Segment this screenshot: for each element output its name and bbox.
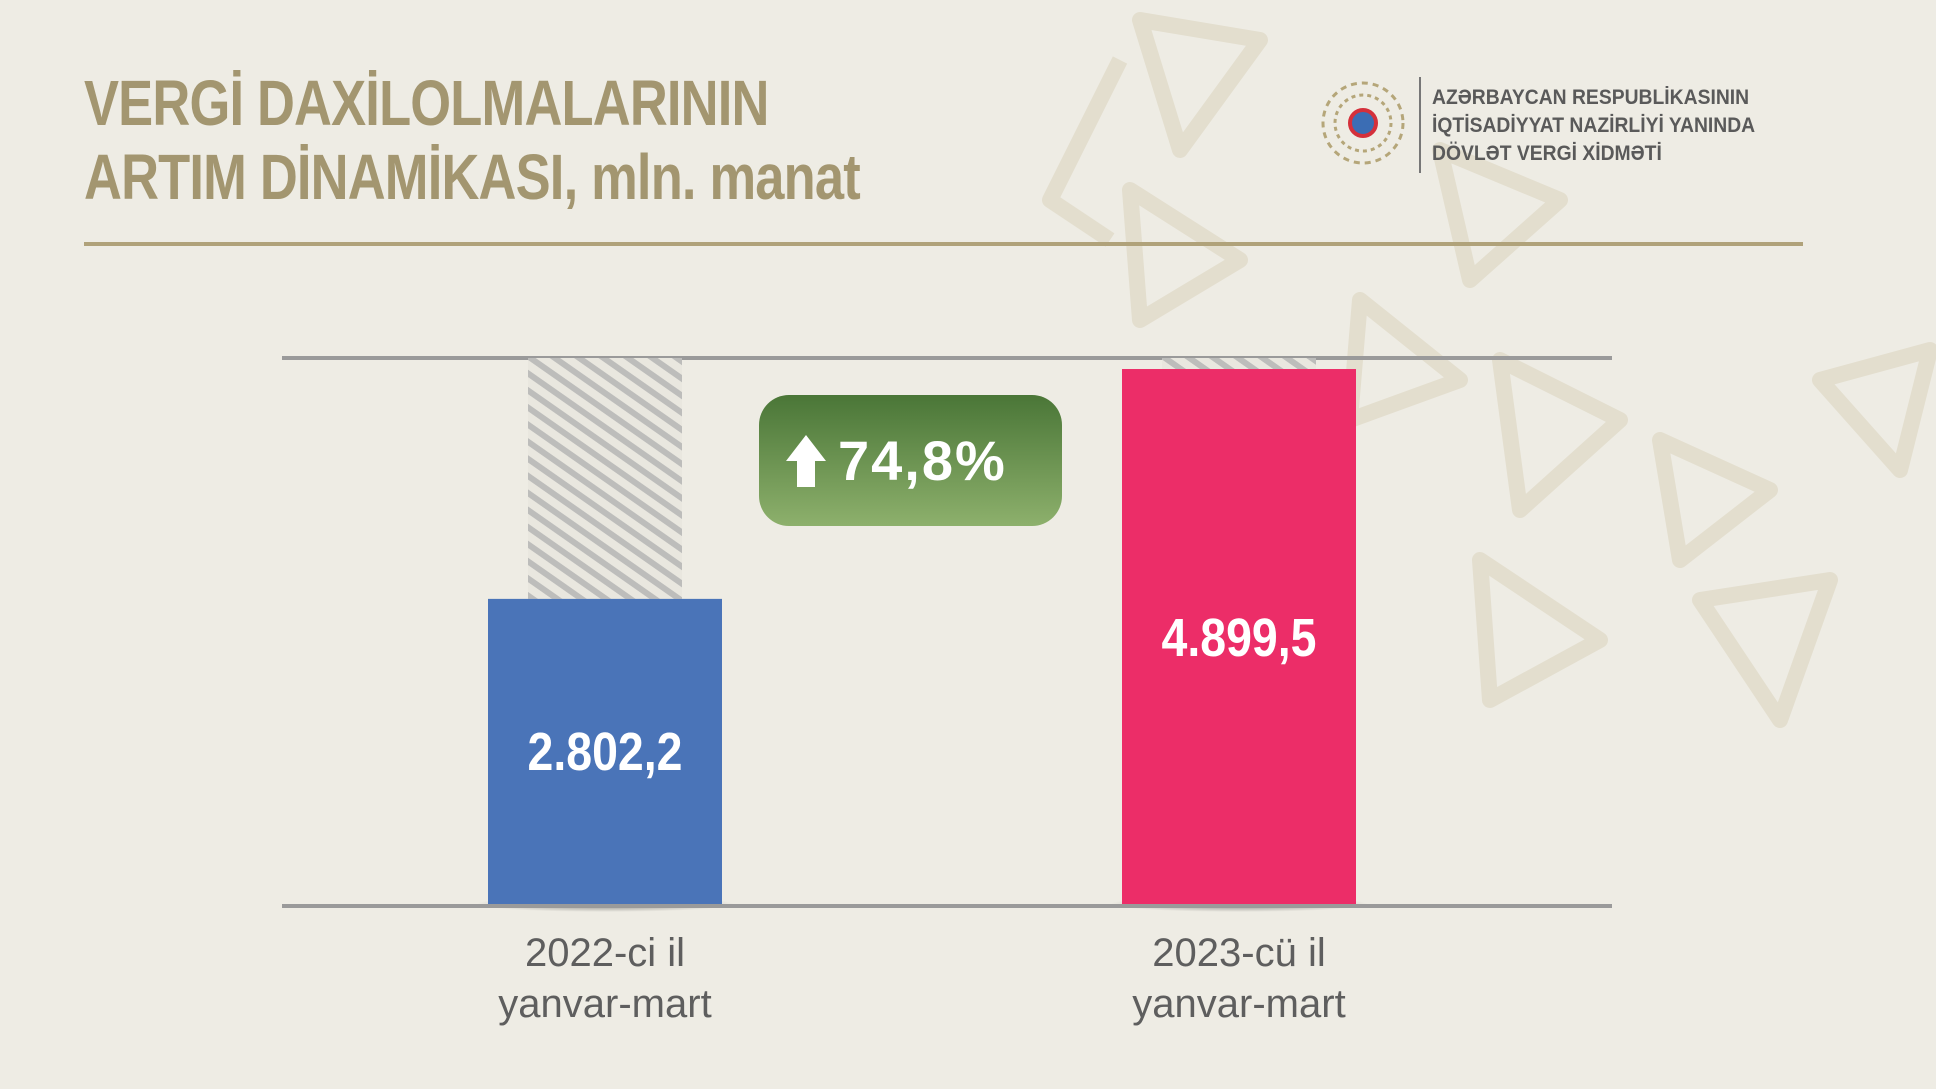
background-ornament [1042,12,1936,728]
value-label: 4.899,5 [1161,607,1317,668]
bar-remainder-hatch [528,358,682,599]
value-label: 2.802,2 [527,722,683,783]
up-arrow-icon [786,435,826,487]
x-tick-label: 2022-ci il yanvar-mart [498,931,712,1026]
logo-emblem [1321,81,1405,165]
chart-title: VERGİ DAXİLOLMALARININ ARTIM DİNAMİKASI,… [84,67,861,213]
annotation-badge [759,395,1062,526]
bar-remainder-hatch [1162,358,1316,370]
bar [488,598,722,906]
bar [1122,369,1356,907]
x-tick-label: 2023-cü il yanvar-mart [1132,931,1346,1026]
growth-annotation: 74,8% [838,429,1007,492]
organization-name: AZƏRBAYCAN RESPUBLİKASININ İQTİSADİYYAT … [1432,86,1756,165]
